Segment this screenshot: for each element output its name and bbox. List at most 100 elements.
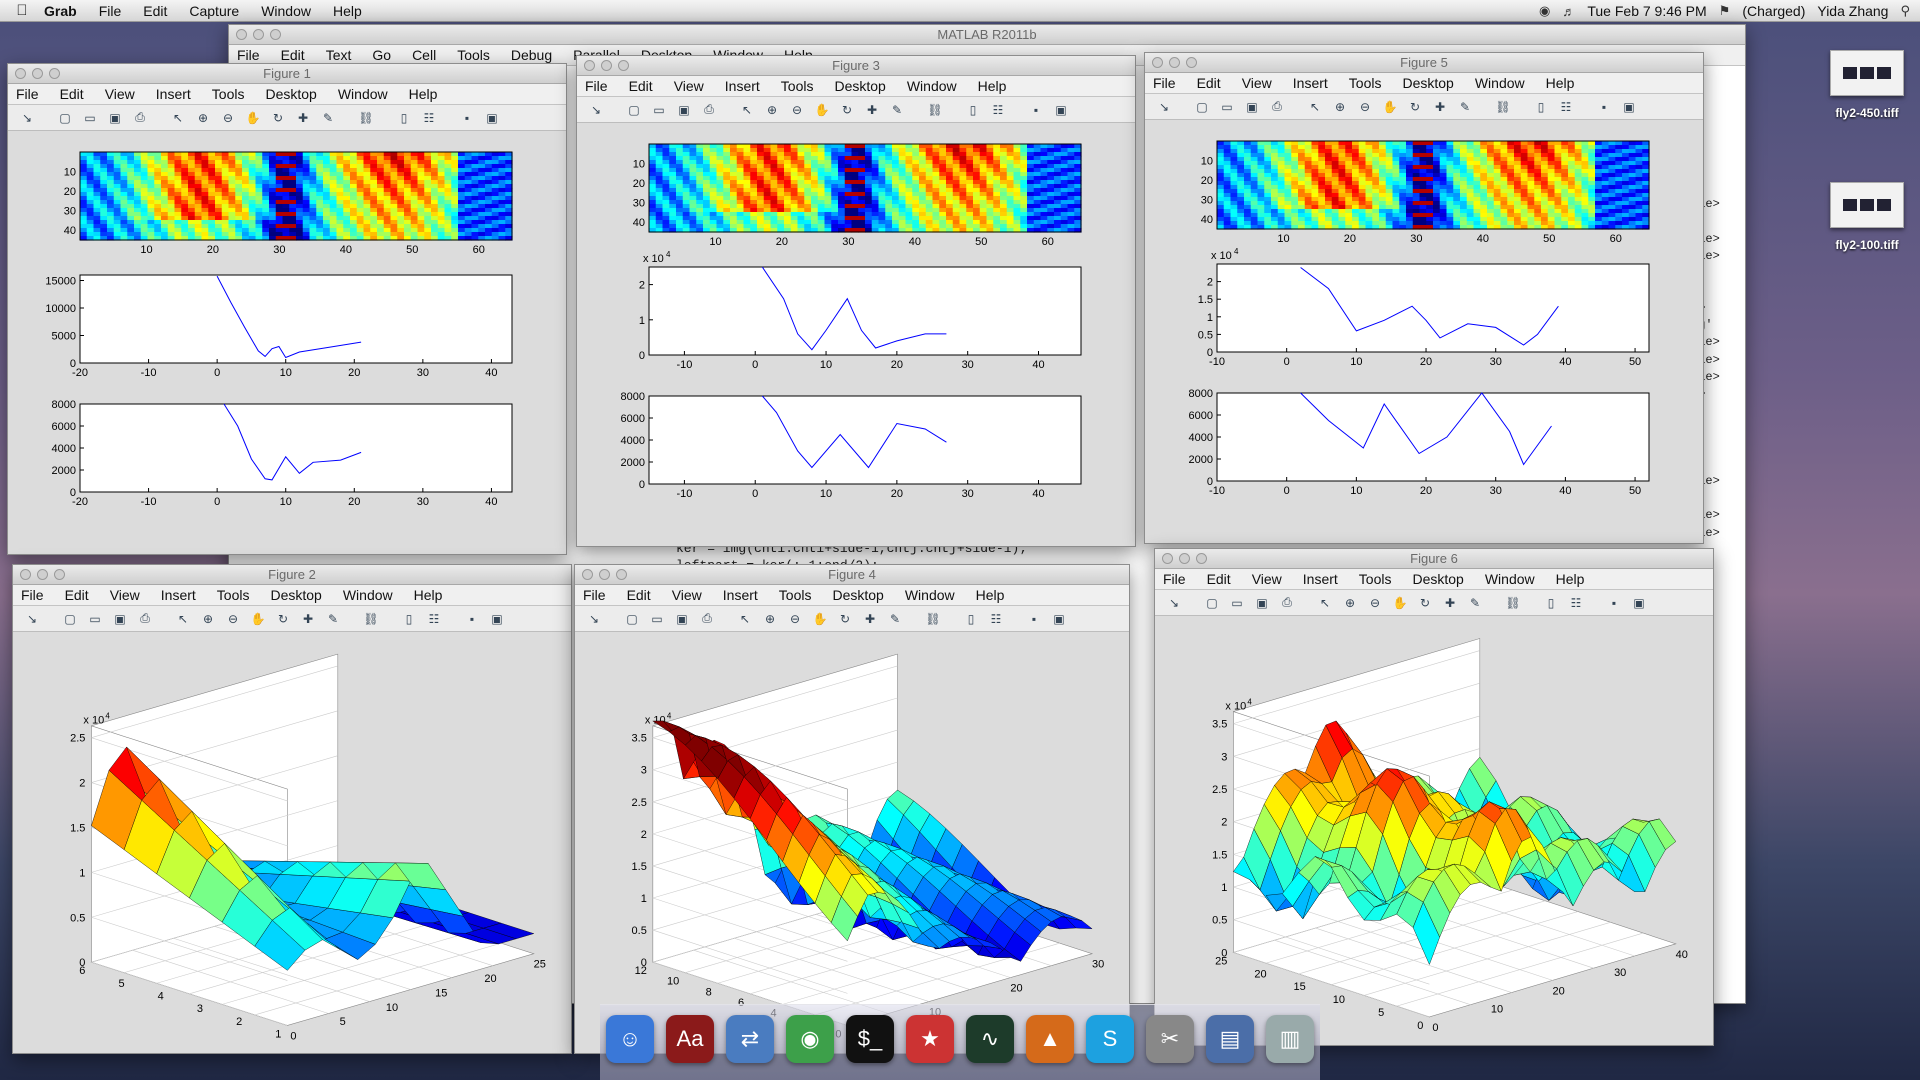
figure-menu-tools[interactable]: Tools [217, 587, 250, 603]
pin-icon[interactable]: ↘ [1155, 98, 1173, 116]
new-icon[interactable]: ▢ [623, 610, 641, 628]
figure-menu-insert[interactable]: Insert [161, 587, 196, 603]
matlab-menu-item[interactable]: Edit [281, 47, 305, 63]
link-icon[interactable]: ⛓ [924, 610, 942, 628]
user-name[interactable]: Yida Zhang [1817, 3, 1888, 19]
save-icon[interactable]: ▣ [673, 610, 691, 628]
figure-menu-edit[interactable]: Edit [629, 78, 653, 94]
pin-icon[interactable]: ↘ [18, 109, 36, 127]
dock-icon[interactable]: ▣ [1620, 98, 1638, 116]
plot-axes[interactable] [649, 267, 1081, 355]
figure-menu-window[interactable]: Window [905, 587, 955, 603]
new-icon[interactable]: ▢ [56, 109, 74, 127]
brush-icon[interactable]: ✎ [324, 610, 342, 628]
arrow-icon[interactable]: ↖ [738, 101, 756, 119]
print-icon[interactable]: ⎙ [136, 610, 154, 628]
close-icon[interactable] [582, 569, 593, 580]
brush-icon[interactable]: ✎ [886, 610, 904, 628]
zoom-icon[interactable] [270, 29, 281, 40]
volume-icon[interactable]: ♬ [1562, 4, 1575, 19]
figure-menu-edit[interactable]: Edit [65, 587, 89, 603]
figure-menu-desktop[interactable]: Desktop [1402, 75, 1453, 91]
hide-icon[interactable]: ▪ [1027, 101, 1045, 119]
open-icon[interactable]: ▭ [650, 101, 668, 119]
figure-menu-edit[interactable]: Edit [60, 86, 84, 102]
open-icon[interactable]: ▭ [648, 610, 666, 628]
brush-icon[interactable]: ✎ [319, 109, 337, 127]
print-icon[interactable]: ⎙ [131, 109, 149, 127]
figure-menu-file[interactable]: File [21, 587, 44, 603]
new-icon[interactable]: ▢ [625, 101, 643, 119]
save-icon[interactable]: ▣ [675, 101, 693, 119]
figure-menu-file[interactable]: File [585, 78, 608, 94]
figure-menu-tools[interactable]: Tools [212, 86, 245, 102]
wifi-icon[interactable]: ◉ [1539, 3, 1550, 19]
figure-menu-insert[interactable]: Insert [725, 78, 760, 94]
brush-icon[interactable]: ✎ [1456, 98, 1474, 116]
colorbar-icon[interactable]: ▯ [964, 101, 982, 119]
link-icon[interactable]: ⛓ [357, 109, 375, 127]
zoom-out-icon[interactable]: ⊖ [788, 101, 806, 119]
datacursor-icon[interactable]: ✚ [861, 610, 879, 628]
hide-icon[interactable]: ▪ [463, 610, 481, 628]
pan-icon[interactable]: ✋ [811, 610, 829, 628]
rotate-icon[interactable]: ↻ [269, 109, 287, 127]
zoom-in-icon[interactable]: ⊕ [1331, 98, 1349, 116]
zoom-in-icon[interactable]: ⊕ [194, 109, 212, 127]
dock-icon[interactable]: ▣ [483, 109, 501, 127]
menu-window[interactable]: Window [261, 3, 311, 19]
minimize-icon[interactable] [37, 569, 48, 580]
minimize-icon[interactable] [601, 60, 612, 71]
colorbar-icon[interactable]: ▯ [400, 610, 418, 628]
matlab-menu-item[interactable]: Debug [511, 47, 552, 63]
legend-icon[interactable]: ☷ [989, 101, 1007, 119]
arrow-icon[interactable]: ↖ [174, 610, 192, 628]
figure-canvas[interactable]: 10 20 30 40 50 60 10 20 30 40 -20 -10 0 10 20 30 40 0 5000… [8, 132, 566, 554]
pin-icon[interactable]: ↘ [587, 101, 605, 119]
datacursor-icon[interactable]: ✚ [299, 610, 317, 628]
figure-menu-tools[interactable]: Tools [781, 78, 814, 94]
figure-menu-file[interactable]: File [16, 86, 39, 102]
figure-plot[interactable]: 00.511.522.533.5x 1040102030024681012 [575, 633, 1130, 1054]
figure-menu-file[interactable]: File [583, 587, 606, 603]
figure-menu-desktop[interactable]: Desktop [270, 587, 321, 603]
figure-menu-help[interactable]: Help [409, 86, 438, 102]
datacursor-icon[interactable]: ✚ [863, 101, 881, 119]
zoom-icon[interactable] [1186, 57, 1197, 68]
figure-menu-edit[interactable]: Edit [627, 587, 651, 603]
figure-menu-insert[interactable]: Insert [156, 86, 191, 102]
save-icon[interactable]: ▣ [106, 109, 124, 127]
flag-icon[interactable]: ⚑ [1719, 3, 1731, 19]
zoom-icon[interactable] [618, 60, 629, 71]
link-icon[interactable]: ⛓ [362, 610, 380, 628]
save-icon[interactable]: ▣ [111, 610, 129, 628]
zoom-out-icon[interactable]: ⊖ [224, 610, 242, 628]
close-icon[interactable] [584, 60, 595, 71]
zoom-out-icon[interactable]: ⊖ [786, 610, 804, 628]
figure-menu-edit[interactable]: Edit [1197, 75, 1221, 91]
colorbar-icon[interactable]: ▯ [962, 610, 980, 628]
datacursor-icon[interactable]: ✚ [1431, 98, 1449, 116]
figure-menu-window[interactable]: Window [1475, 75, 1525, 91]
minimize-icon[interactable] [253, 29, 264, 40]
minimize-icon[interactable] [1169, 57, 1180, 68]
zoom-icon[interactable] [616, 569, 627, 580]
figure-menu-desktop[interactable]: Desktop [832, 587, 883, 603]
pan-icon[interactable]: ✋ [249, 610, 267, 628]
battery-status[interactable]: (Charged) [1742, 3, 1805, 19]
figure-menu-insert[interactable]: Insert [1293, 75, 1328, 91]
close-icon[interactable] [236, 29, 247, 40]
print-icon[interactable]: ⎙ [700, 101, 718, 119]
plot-axes[interactable] [1217, 393, 1649, 481]
plot-axes[interactable] [80, 275, 512, 363]
menu-edit[interactable]: Edit [143, 3, 167, 19]
plot-axes[interactable] [1217, 264, 1649, 352]
pan-icon[interactable]: ✋ [244, 109, 262, 127]
figure-canvas[interactable]: 00.511.522.533.5x 1040102030024681012 [575, 633, 1129, 1053]
menu-capture[interactable]: Capture [189, 3, 239, 19]
figure-menu-file[interactable]: File [1153, 75, 1176, 91]
rotate-icon[interactable]: ↻ [1406, 98, 1424, 116]
